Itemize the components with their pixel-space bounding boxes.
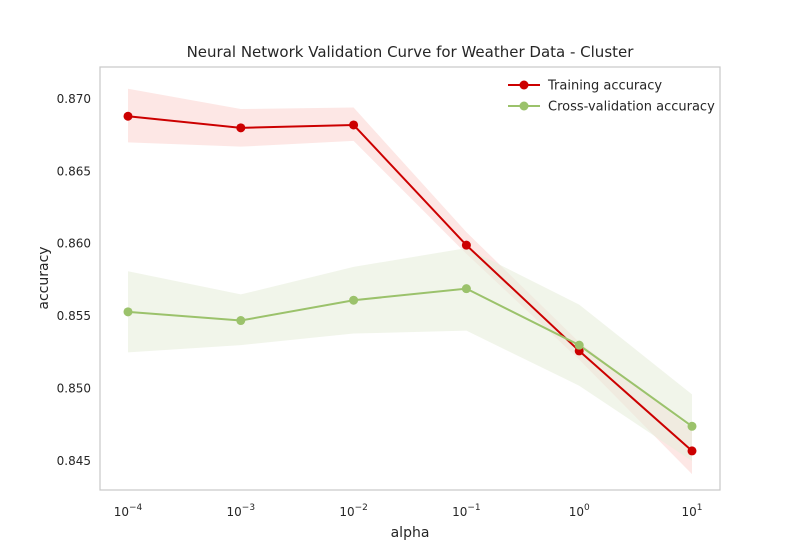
- x-tick-labels: 10−4 10−3 10−2 10−1 100 101: [114, 503, 703, 519]
- training-point: [236, 123, 246, 133]
- cross-validation-point: [461, 284, 471, 294]
- y-axis-label: accuracy: [36, 246, 52, 309]
- x-tick-label: 10−4: [114, 503, 143, 519]
- legend-item-training: Training accuracy: [508, 79, 662, 94]
- x-tick-label: 100: [569, 503, 590, 519]
- legend-label: Cross-validation accuracy: [548, 100, 715, 115]
- cross-validation-point: [687, 421, 697, 431]
- y-tick-label: 0.850: [57, 382, 91, 396]
- plot-frame: [99, 66, 721, 491]
- x-tick-label: 10−2: [339, 503, 368, 519]
- training-point: [461, 240, 471, 250]
- y-tick-labels: 0.845 0.850 0.855 0.860 0.865 0.870: [57, 92, 91, 468]
- x-tick-label: 10−3: [227, 503, 256, 519]
- legend-swatch-marker: [519, 101, 529, 111]
- legend-swatch-marker: [519, 80, 529, 90]
- training-band: [128, 88, 692, 475]
- x-tick-label: 101: [681, 503, 702, 519]
- legend: Training accuracy Cross-validation accura…: [508, 79, 715, 115]
- cross-validation-line: [127, 287, 693, 428]
- cross-validation-point: [574, 340, 584, 350]
- legend-label: Training accuracy: [547, 79, 662, 94]
- y-tick-label: 0.845: [57, 454, 91, 468]
- y-tick-label: 0.860: [57, 237, 91, 251]
- cross-validation-point: [236, 316, 246, 326]
- y-tick-label: 0.855: [57, 309, 91, 323]
- y-tick-label: 0.865: [57, 164, 91, 178]
- series-lines: [127, 115, 693, 452]
- chart-title: Neural Network Validation Curve for Weat…: [187, 43, 635, 61]
- legend-item-cross-validation: Cross-validation accuracy: [508, 100, 715, 115]
- y-tick-label: 0.870: [57, 92, 91, 106]
- training-line: [127, 115, 693, 452]
- training-point: [349, 120, 359, 130]
- cross-validation-point: [123, 307, 133, 317]
- cross-validation-point: [349, 295, 359, 305]
- training-point: [687, 446, 697, 456]
- x-tick-label: 10−1: [452, 503, 481, 519]
- series-points: [123, 111, 697, 456]
- confidence-bands: [128, 88, 692, 475]
- training-point: [123, 111, 133, 121]
- cross-validation-band: [128, 248, 692, 462]
- x-axis-label: alpha: [391, 525, 430, 541]
